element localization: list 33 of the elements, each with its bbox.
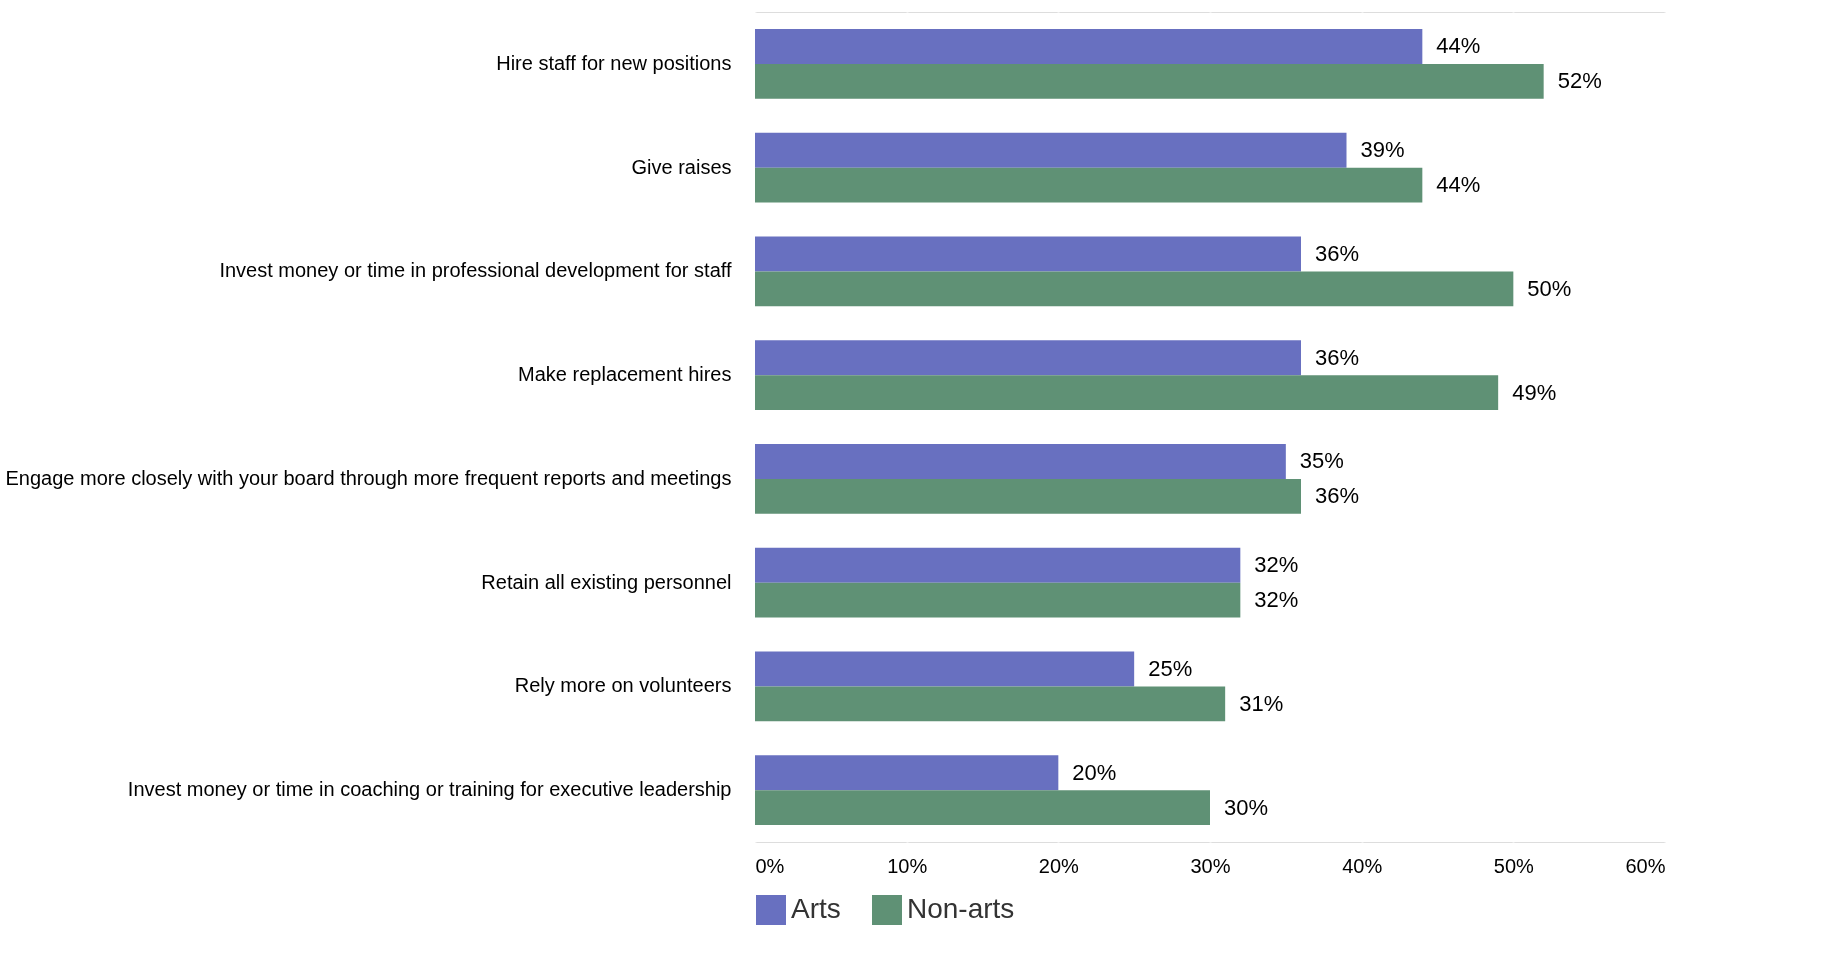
data-label: 36% bbox=[1315, 241, 1360, 266]
x-tick-label: 40% bbox=[1342, 854, 1383, 877]
y-tick-label: Hire staff for new positions bbox=[496, 51, 732, 74]
data-label: 32% bbox=[1254, 587, 1299, 612]
data-label: 44% bbox=[1436, 33, 1481, 59]
data-label: 30% bbox=[1224, 794, 1269, 820]
data-label: 49% bbox=[1512, 379, 1557, 405]
data-label: 50% bbox=[1527, 275, 1572, 301]
data-label: 32% bbox=[1254, 552, 1299, 578]
y-tick-label: Invest money or time in coaching or training for executive leadership bbox=[127, 778, 732, 801]
y-tick-label: Give raises bbox=[631, 155, 732, 178]
data-label: 31% bbox=[1239, 690, 1284, 716]
x-tick-label: 10% bbox=[887, 854, 928, 877]
data-label: 35% bbox=[1299, 448, 1344, 474]
y-tick-label: Engage more closely with your board through more frequent reports and meetings bbox=[5, 466, 732, 489]
data-label: 52% bbox=[1557, 68, 1602, 94]
y-tick-label: Invest money or time in professional development for staff bbox=[219, 259, 732, 282]
data-label: 44% bbox=[1436, 172, 1481, 197]
x-tick-label: 50% bbox=[1493, 854, 1535, 877]
x-tick-label: 20% bbox=[1038, 854, 1080, 877]
data-label: 25% bbox=[1148, 656, 1193, 681]
y-tick-label: Retain all existing personnel bbox=[481, 570, 732, 593]
x-tick-label: 60% bbox=[1625, 854, 1666, 877]
legend-label: Non-arts bbox=[907, 893, 1015, 924]
data-label: 36% bbox=[1315, 344, 1360, 370]
y-tick-label: Rely more on volunteers bbox=[514, 674, 732, 697]
x-tick-label: 0% bbox=[755, 854, 785, 877]
data-label: 39% bbox=[1360, 137, 1405, 163]
y-tick-label: Make replacement hires bbox=[518, 363, 732, 386]
data-label: 20% bbox=[1072, 759, 1117, 785]
legend-label: Arts bbox=[791, 893, 841, 924]
x-tick-label: 30% bbox=[1190, 854, 1231, 877]
data-label: 36% bbox=[1315, 483, 1360, 509]
